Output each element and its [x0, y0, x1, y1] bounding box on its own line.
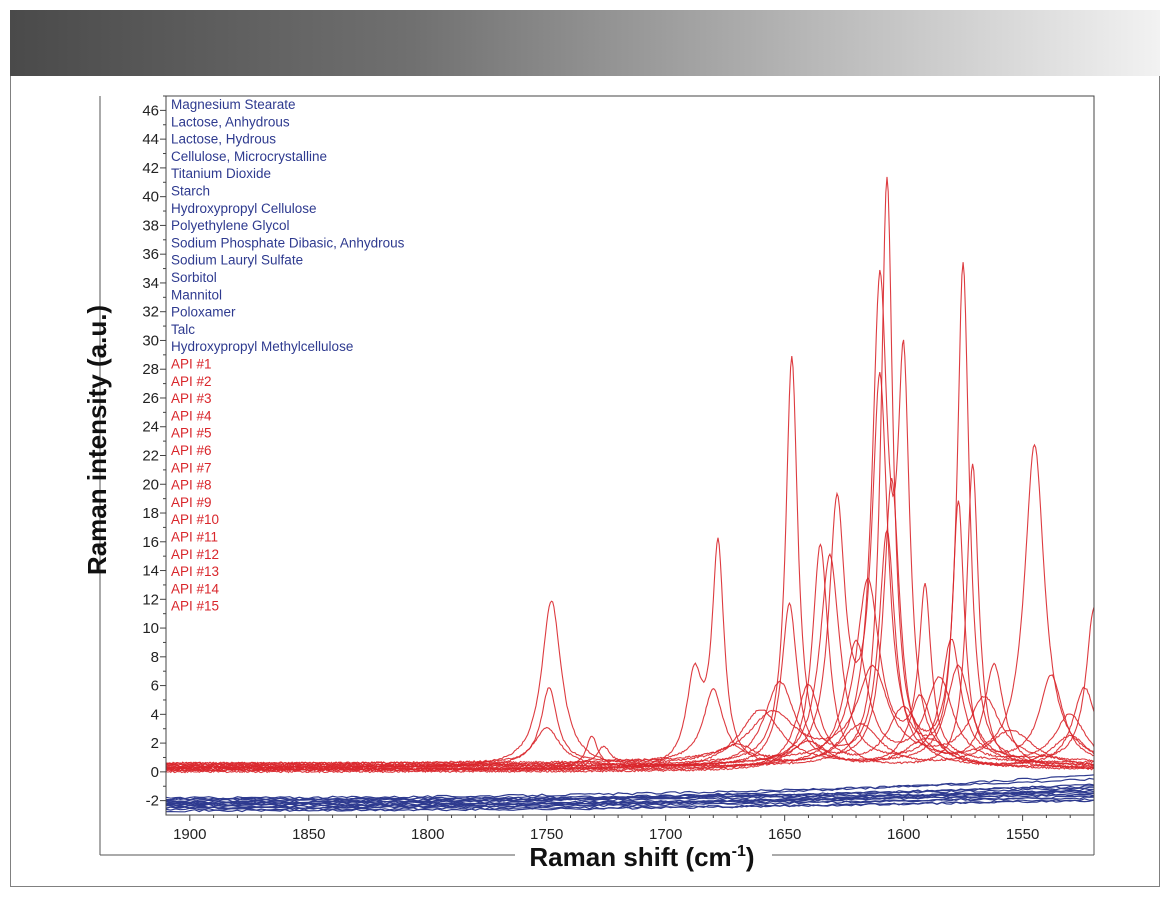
x-tick-label: 1850: [292, 826, 325, 843]
x-tick-label: 1800: [411, 826, 444, 843]
y-tick-label: 30: [142, 332, 159, 349]
series-excipient-13: [165, 796, 1095, 807]
legend-item-api: API #13: [171, 564, 219, 579]
legend-item-excipient: Poloxamer: [171, 305, 236, 320]
series-api-13: [165, 664, 1094, 765]
y-tick-label: 42: [142, 160, 159, 177]
y-tick-label: -2: [146, 793, 159, 810]
y-tick-label: 0: [151, 764, 159, 781]
legend-item-excipient: Sorbitol: [171, 270, 217, 285]
legend-item-api: API #2: [171, 374, 212, 389]
y-tick-label: 32: [142, 304, 159, 321]
y-tick-label: 14: [142, 563, 159, 580]
series-api-15: [165, 734, 1095, 774]
y-tick-label: 16: [142, 534, 159, 551]
y-tick-label: 46: [142, 102, 159, 119]
legend-item-excipient: Talc: [171, 322, 195, 337]
y-tick-label: 20: [142, 476, 159, 493]
axis-layer: -202468101214161820222426283032343638404…: [99, 95, 1095, 856]
legend-item-excipient: Hydroxypropyl Methylcellulose: [171, 339, 353, 354]
legend-item-api: API #10: [171, 512, 219, 527]
x-tick-label: 1550: [1006, 826, 1039, 843]
x-tick-label: 1900: [173, 826, 206, 843]
y-axis-label: Raman intensity (a.u.): [82, 305, 112, 575]
header-gradient-bar: [10, 10, 1160, 76]
series-api-5: [165, 463, 1095, 771]
legend-item-excipient: Polyethylene Glycol: [171, 218, 290, 233]
legend-item-excipient: Hydroxypropyl Cellulose: [171, 201, 317, 216]
legend-item-excipient: Lactose, Anhydrous: [171, 114, 290, 129]
series-api-9: [165, 680, 1095, 771]
legend-item-excipient: Magnesium Stearate: [171, 97, 296, 112]
legend-item-excipient: Cellulose, Microcrystalline: [171, 149, 327, 164]
legend-item-excipient: Starch: [171, 184, 210, 199]
x-axis-label: Raman shift (cm-1): [529, 842, 754, 872]
legend-item-excipient: Sodium Phosphate Dibasic, Anhydrous: [171, 235, 405, 250]
series-api-4: [165, 372, 1095, 768]
y-tick-label: 6: [151, 678, 159, 695]
legend-item-api: API #4: [171, 408, 212, 423]
y-tick-label: 36: [142, 246, 159, 263]
legend-item-api: API #1: [171, 357, 212, 372]
x-tick-label: 1750: [530, 826, 563, 843]
series-excipient-12: [165, 783, 1095, 804]
y-tick-label: 18: [142, 505, 159, 522]
y-tick-label: 28: [142, 361, 159, 378]
x-axis-label-sup: -1: [732, 843, 746, 860]
y-tick-label: 34: [142, 275, 159, 292]
figure-frame: [10, 76, 1160, 887]
y-tick-label: 22: [142, 448, 159, 465]
series-api-1: [165, 176, 1095, 769]
x-axis-label-main: Raman shift (cm: [529, 842, 731, 872]
x-tick-label: 1700: [649, 826, 682, 843]
y-tick-label: 12: [142, 591, 159, 608]
series-api-14: [165, 722, 1095, 771]
legend-item-excipient: Lactose, Hydrous: [171, 132, 276, 147]
series-layer: [165, 176, 1095, 813]
series-excipient-15: [165, 774, 1095, 805]
y-tick-label: 38: [142, 217, 159, 234]
x-axis-label-close: ): [746, 842, 755, 872]
series-api-8: [165, 552, 1095, 768]
legend-item-excipient: Titanium Dioxide: [171, 166, 271, 181]
y-tick-label: 24: [142, 419, 159, 436]
legend-item-api: API #9: [171, 495, 212, 510]
series-api-10: [165, 607, 1095, 767]
x-tick-label: 1600: [887, 826, 920, 843]
legend-item-api: API #11: [171, 530, 218, 545]
legend-item-api: API #5: [171, 426, 212, 441]
series-excipient-10: [165, 799, 1095, 811]
series-excipient-14: [165, 789, 1095, 810]
legend-item-api: API #14: [171, 581, 220, 596]
legend-item-api: API #3: [171, 391, 212, 406]
legend-item-api: API #15: [171, 599, 219, 614]
y-tick-label: 26: [142, 390, 159, 407]
x-tick-label: 1650: [768, 826, 801, 843]
legend-item-api: API #7: [171, 460, 212, 475]
y-tick-label: 44: [142, 131, 159, 148]
legend-item-api: API #8: [171, 478, 212, 493]
y-tick-label: 2: [151, 735, 159, 752]
legend-item-api: API #6: [171, 443, 212, 458]
y-tick-label: 40: [142, 189, 159, 206]
y-tick-label: 4: [151, 706, 159, 723]
y-tick-label: 10: [142, 620, 159, 637]
legend-item-excipient: Sodium Lauryl Sulfate: [171, 253, 303, 268]
y-tick-label: 8: [151, 649, 159, 666]
legend-item-excipient: Mannitol: [171, 287, 222, 302]
legend-layer: Magnesium Stearate Lactose, Anhydrous Lact…: [171, 97, 405, 614]
legend-item-api: API #12: [171, 547, 219, 562]
